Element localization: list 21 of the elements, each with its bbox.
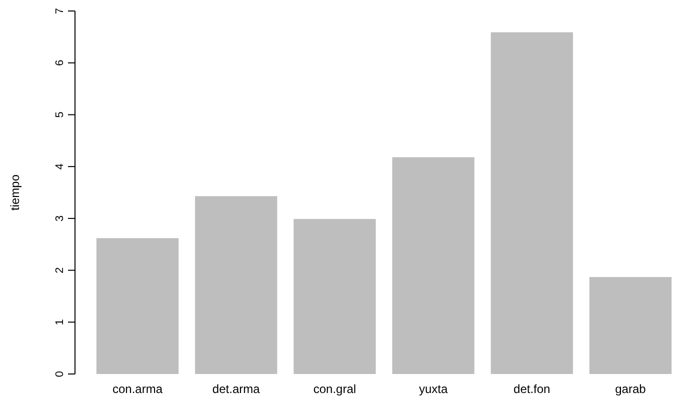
- bar: [392, 157, 474, 374]
- x-tick-label: con.gral: [313, 382, 356, 396]
- bar: [490, 32, 573, 374]
- y-tick-label: 0: [54, 370, 66, 378]
- x-tick-label: garab: [615, 382, 646, 396]
- y-tick-label: 3: [54, 215, 66, 222]
- y-axis-title: tiempo: [8, 174, 22, 211]
- bar: [589, 277, 672, 374]
- y-tick-label: 4: [54, 164, 66, 170]
- bar: [294, 218, 376, 374]
- y-tick-label: 7: [54, 8, 66, 14]
- x-tick-label: con.arma: [112, 382, 163, 396]
- y-tick-label: 5: [54, 112, 66, 118]
- bar: [96, 238, 179, 374]
- y-tick-label: 1: [54, 319, 66, 326]
- x-tick-label: det.arma: [212, 382, 260, 396]
- x-tick-label: det.fon: [514, 382, 550, 396]
- bar: [195, 196, 278, 374]
- y-tick-label: 2: [54, 267, 66, 274]
- y-tick-label: 6: [54, 60, 66, 66]
- x-tick-label: yuxta: [418, 382, 448, 396]
